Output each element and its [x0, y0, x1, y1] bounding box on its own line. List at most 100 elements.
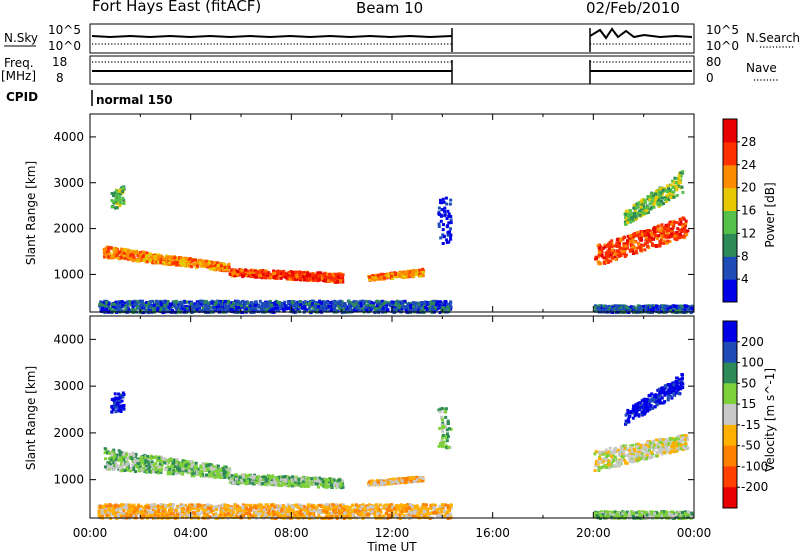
power-cell — [437, 212, 441, 216]
velocity-cell — [271, 474, 275, 478]
power-cell — [600, 254, 604, 257]
power-cell — [173, 261, 177, 264]
power-cell — [444, 306, 448, 310]
power-cell — [649, 308, 653, 312]
velocity-cell — [302, 475, 305, 479]
velocity-cell — [234, 473, 238, 477]
velocity-cell — [109, 456, 113, 460]
power-cell — [628, 209, 632, 212]
velocity-cell — [154, 470, 158, 474]
power-cell — [117, 308, 121, 312]
power-cell — [664, 227, 668, 231]
power-cell — [327, 279, 330, 283]
power-cell — [442, 234, 446, 238]
power-cell — [284, 307, 288, 311]
power-cell — [407, 270, 411, 274]
power-cell — [138, 304, 142, 308]
velocity-cell — [226, 474, 230, 478]
power-cell — [199, 262, 203, 266]
velocity-cell — [219, 468, 223, 472]
velocity-cell — [123, 469, 127, 472]
power-cell — [374, 276, 378, 280]
power-cell — [303, 301, 307, 305]
power-cell — [176, 260, 180, 264]
power-cell — [287, 275, 291, 279]
power-cell — [181, 304, 185, 308]
power-cell — [261, 270, 265, 273]
power-cell — [287, 274, 290, 278]
power-cell — [201, 309, 205, 313]
power-cell — [368, 303, 372, 307]
velocity-cell — [201, 462, 205, 466]
power-cell — [186, 259, 190, 263]
velocity-cell — [130, 457, 134, 461]
power-cell — [442, 301, 445, 305]
velocity-cell — [230, 474, 234, 478]
power-cell — [153, 254, 157, 258]
power-cell — [442, 200, 446, 204]
power-cell — [216, 308, 220, 312]
power-cell — [115, 191, 119, 195]
power-cell — [410, 271, 414, 275]
power-cell — [434, 303, 438, 307]
power-cell — [645, 211, 649, 215]
power-cell — [126, 252, 130, 256]
power-cell — [131, 250, 135, 254]
power-cell — [176, 303, 180, 307]
power-cell — [310, 303, 314, 307]
velocity-cell — [226, 468, 230, 472]
power-cell — [445, 238, 449, 242]
velocity-cell — [203, 468, 207, 472]
power-cell — [314, 300, 318, 304]
power-cell — [159, 307, 163, 311]
power-cell — [120, 300, 124, 304]
power-cell — [227, 265, 231, 269]
power-cell — [643, 242, 647, 246]
power-cell — [644, 201, 647, 205]
power-cell — [185, 307, 189, 310]
power-cell — [109, 306, 113, 310]
power-cell — [251, 273, 255, 277]
power-ytick-label: 2000 — [53, 222, 84, 236]
power-cell — [657, 234, 661, 238]
power-cell — [282, 302, 286, 306]
power-cell — [660, 304, 663, 308]
power-cell — [134, 308, 137, 312]
power-cell — [658, 240, 662, 244]
velocity-cell — [123, 463, 127, 467]
power-cell — [687, 309, 691, 313]
power-cell — [164, 262, 168, 266]
velocity-cell — [172, 458, 176, 462]
power-cell — [677, 181, 681, 185]
power-cell — [656, 201, 660, 205]
power-cell — [224, 304, 228, 308]
power-cell — [99, 300, 103, 304]
power-cell — [121, 196, 125, 200]
power-cell — [405, 274, 409, 278]
power-cell — [624, 308, 628, 312]
power-cell — [639, 248, 643, 252]
power-cell — [161, 260, 165, 264]
velocity-cell — [154, 468, 158, 472]
power-cell — [682, 236, 686, 240]
power-cell — [664, 309, 667, 313]
velocity-cell — [271, 476, 275, 480]
power-cell — [671, 225, 675, 229]
freq-left-tick-top: 18 — [52, 55, 67, 69]
power-cell — [212, 307, 216, 311]
power-cell — [127, 308, 131, 312]
power-cell — [283, 304, 287, 308]
power-cell — [230, 268, 234, 272]
power-cell — [342, 302, 346, 306]
power-cell — [110, 205, 114, 209]
power-cell — [616, 239, 620, 243]
power-cell — [437, 225, 441, 228]
power-cell — [675, 193, 679, 197]
power-cell — [305, 302, 309, 306]
power-cell — [224, 307, 228, 311]
power-cell — [107, 246, 110, 250]
velocity-cell — [168, 458, 172, 462]
power-cell — [658, 195, 661, 199]
velocity-cell — [189, 462, 192, 466]
power-cell — [365, 303, 368, 307]
